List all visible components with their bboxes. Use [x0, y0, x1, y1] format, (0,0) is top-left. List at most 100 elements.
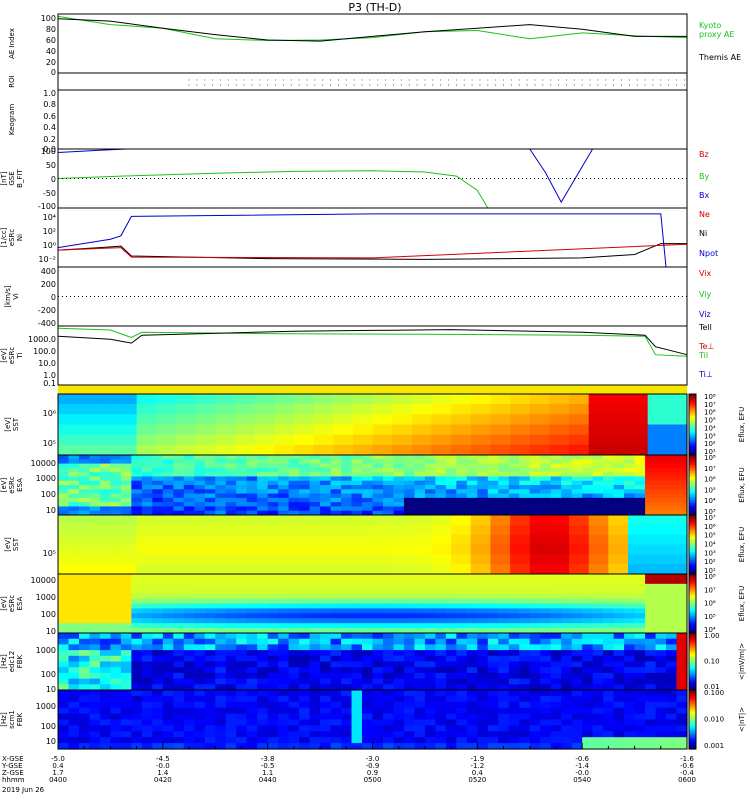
spectro-cell-fbk_b — [403, 695, 416, 703]
spectro-cell-sst_i — [58, 544, 79, 555]
spectro-cell-esa_i — [309, 613, 321, 619]
spectro-cell-esa_i — [571, 588, 583, 595]
spectro-cell-fbk_e — [362, 684, 374, 691]
spectro-cell-fbk_e — [424, 661, 436, 668]
spectro-cell-esa_e — [351, 459, 363, 465]
spectro-cell-esa_i — [320, 618, 332, 624]
spectro-cell-fbk_e — [299, 684, 311, 691]
spectro-cell-fbk_e — [278, 684, 290, 691]
spectro-cell-fbk_e — [645, 650, 657, 657]
spectro-cell-esa_i — [215, 588, 227, 595]
spectro-cell-esa_i — [540, 588, 552, 595]
spectro-cell-esa_e — [257, 497, 269, 503]
spectro-cell-fbk_e — [487, 650, 499, 657]
colorbar-cell — [689, 540, 696, 544]
spectro-cell-sst_e — [549, 404, 570, 415]
spectro-cell-fbk_e — [330, 644, 342, 651]
legend-ti: Ti⊥ — [698, 370, 713, 379]
spectro-cell-esa_e — [393, 480, 405, 486]
spectro-cell-fbk_e — [68, 638, 80, 645]
spectro-cell-esa_i — [246, 623, 258, 629]
spectro-cell-esa_i — [393, 574, 405, 580]
roi-dot — [416, 79, 418, 81]
spectro-cell-fbk_b — [362, 713, 374, 721]
spectro-cell-esa_e — [603, 459, 615, 465]
spectro-cell-esa_e — [162, 455, 174, 460]
spectro-cell-esa_e — [477, 485, 489, 490]
ylabel-sst_e: [eV] — [4, 417, 12, 432]
spectro-cell-fbk_b — [466, 690, 478, 697]
spectro-cell-esa_e — [372, 510, 384, 516]
roi-dot — [565, 79, 567, 81]
spectro-cell-fbk_b — [456, 707, 468, 715]
spectro-cell-esa_e — [320, 476, 332, 482]
spectro-cell-esa_e — [225, 472, 237, 478]
spectro-cell-esa_i — [613, 603, 625, 610]
roi-dot — [526, 79, 528, 81]
spectro-cell-fbk_b — [299, 701, 311, 709]
spectro-cell-sst_i — [667, 554, 688, 565]
spectro-cell-esa_i — [445, 608, 457, 614]
spectro-cell-esa_e — [603, 472, 615, 478]
spectro-cell-esa_i — [225, 623, 237, 629]
spectro-cell-esa_i — [634, 583, 646, 590]
spectro-cell-fbk_e — [89, 655, 101, 663]
spectro-cell-fbk_e — [204, 644, 216, 651]
spectro-cell-fbk_e — [487, 644, 499, 651]
spectro-cell-esa_i — [655, 598, 667, 605]
legend-ti: Til — [698, 351, 708, 360]
colorbar-cell — [689, 444, 696, 448]
spectro-cell-fbk_e — [162, 667, 174, 674]
spectro-cell-esa_i — [341, 613, 353, 619]
spectro-cell-fbk_b — [645, 743, 657, 750]
spectro-cell-esa_i — [78, 623, 91, 629]
spectro-cell-fbk_b — [309, 690, 321, 697]
spectro-cell-esa_e — [330, 463, 342, 469]
spectro-cell-fbk_e — [477, 638, 489, 645]
spectro-cell-esa_e — [278, 472, 290, 478]
spectro-cell-fbk_b — [414, 731, 426, 738]
spectro-cell-esa_i — [152, 613, 164, 619]
spectro-cell-esa_e — [519, 480, 531, 486]
spectro-cell-esa_e — [68, 463, 80, 469]
spectro-cell-fbk_e — [382, 650, 395, 657]
spectro-cell-fbk_b — [508, 707, 520, 715]
spectro-cell-fbk_b — [582, 695, 594, 703]
spectro-cell-esa_i — [330, 623, 342, 629]
spectro-cell-fbk_b — [466, 725, 478, 732]
spectro-cell-sst_e — [411, 394, 433, 405]
spectro-cell-esa_e — [498, 463, 510, 469]
spectro-cell-esa_e — [89, 502, 101, 508]
spectro-cell-esa_e — [320, 455, 332, 460]
axis-row-label: Y-GSE — [1, 762, 23, 770]
spectro-cell-esa_i — [540, 583, 552, 590]
colorbar-tick: 10⁵ — [704, 613, 716, 621]
spectro-cell-fbk_e — [341, 644, 353, 651]
ytick-fbk_e: 10 — [46, 685, 56, 694]
spectro-cell-esa_e — [582, 502, 594, 508]
spectro-cell-esa_e — [362, 502, 374, 508]
spectro-cell-esa_i — [519, 618, 531, 624]
roi-dot — [259, 79, 261, 81]
spectro-cell-sst_e — [97, 404, 118, 415]
spectro-cell-fbk_b — [288, 690, 300, 697]
spectro-cell-fbk_b — [550, 731, 562, 738]
spectro-cell-fbk_e — [225, 667, 237, 674]
spectro-cell-esa_i — [550, 613, 562, 619]
spectro-cell-esa_e — [131, 455, 143, 460]
axis-value: -0.4 — [680, 769, 694, 777]
spectro-cell-fbk_b — [131, 719, 143, 726]
spectro-cell-fbk_e — [624, 633, 636, 640]
spectro-cell-esa_i — [131, 583, 143, 590]
spectro-cell-esa_e — [288, 510, 300, 516]
spectro-cell-esa_e — [655, 506, 667, 512]
spectro-cell-fbk_e — [152, 638, 164, 645]
spectro-cell-fbk_b — [561, 690, 573, 697]
spectro-cell-esa_i — [508, 608, 520, 614]
spectro-cell-esa_i — [466, 618, 478, 624]
spectro-cell-sst_e — [588, 394, 609, 405]
spectro-cell-esa_i — [362, 574, 374, 580]
spectro-cell-esa_i — [561, 623, 573, 629]
spectro-cell-sst_i — [195, 524, 216, 536]
